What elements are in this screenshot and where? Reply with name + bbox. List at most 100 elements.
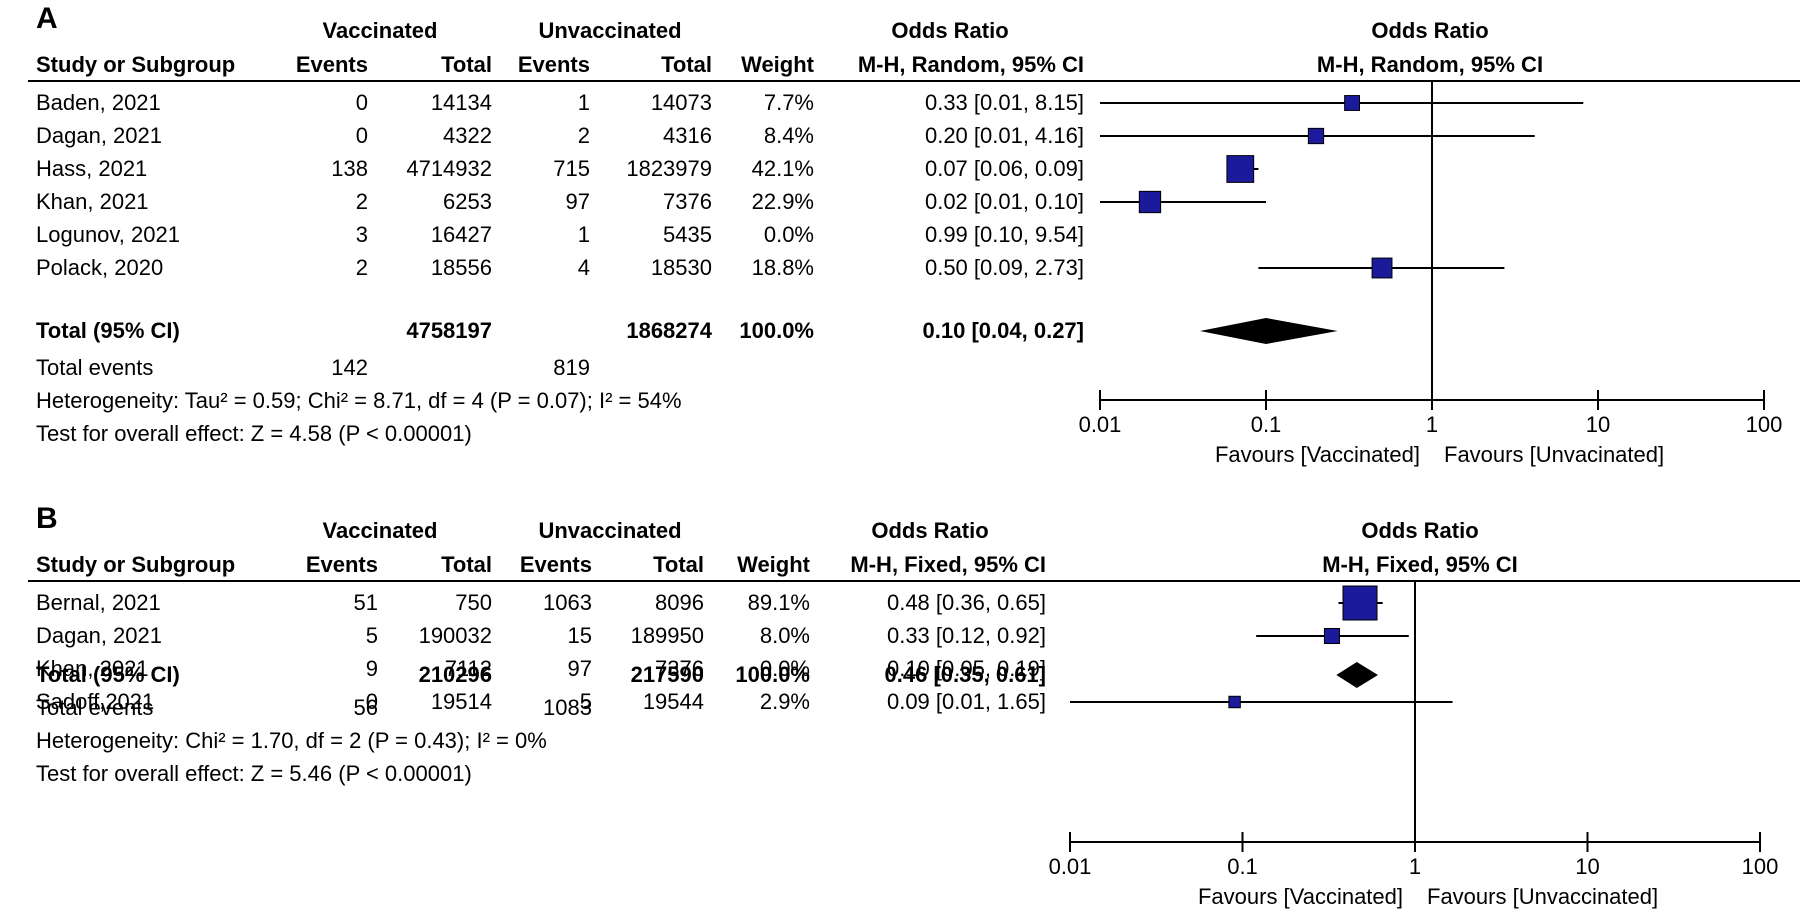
- study-square: [1226, 155, 1255, 183]
- col-header-events-unvaccinated: Events: [517, 52, 590, 77]
- weight: 89.1%: [747, 590, 810, 615]
- col-header-total-unvaccinated: Total: [661, 52, 712, 77]
- odds-ratio-ci: 0.50 [0.09, 2.73]: [924, 255, 1084, 280]
- total-unvaccinated: 217590: [630, 662, 704, 687]
- study-name: Khan, 2021: [36, 189, 149, 214]
- total-label: Total (95% CI): [36, 318, 180, 343]
- tick-label: 100: [1746, 412, 1783, 437]
- favours-right-label: Favours [Unvacinated]: [1444, 442, 1664, 467]
- weight: 8.0%: [759, 623, 810, 648]
- tick-label: 0.1: [1251, 412, 1282, 437]
- forest-plot-panel-b: B Vaccinated Unvaccinated Odds Ratio Odd…: [0, 500, 1800, 921]
- pooled-diamond: [1336, 662, 1378, 688]
- study-square: [1342, 585, 1378, 621]
- tick-label: 0.1: [1227, 854, 1258, 879]
- weight: 0.0%: [759, 656, 810, 681]
- col-header-study: Study or Subgroup: [36, 52, 236, 77]
- total-events-unvaccinated: 1083: [543, 695, 592, 720]
- total-unvaccinated: 19544: [642, 689, 704, 714]
- study-square: [1323, 627, 1340, 645]
- total-vaccinated: 4714932: [406, 156, 492, 181]
- header-rule: [28, 580, 1800, 582]
- total-unvaccinated: 4316: [663, 123, 712, 148]
- overall-effect-text: Test for overall effect: Z = 4.58 (P < 0…: [36, 421, 472, 446]
- odds-ratio-ci: 0.02 [0.01, 0.10]: [924, 189, 1084, 214]
- group-header-odds-ratio-table: Odds Ratio: [871, 518, 989, 543]
- total-vaccinated: 210296: [418, 662, 492, 687]
- plot-method-header: M-H, Fixed, 95% CI: [1322, 552, 1518, 577]
- weight: 22.9%: [751, 189, 814, 214]
- events-unvaccinated: 715: [553, 156, 590, 181]
- study-name: Baden, 2021: [36, 90, 161, 115]
- weight: 8.4%: [763, 123, 814, 148]
- total-unvaccinated: 1823979: [626, 156, 712, 181]
- total-vaccinated: 750: [455, 590, 492, 615]
- total-unvaccinated: 189950: [630, 623, 704, 648]
- study-name: Hass, 2021: [36, 156, 148, 181]
- events-vaccinated: 0: [355, 123, 368, 148]
- total-vaccinated: 7112: [444, 656, 492, 681]
- odds-ratio-ci: 0.09 [0.01, 1.65]: [886, 689, 1046, 714]
- weight: 7.7%: [763, 90, 814, 115]
- weight: 0.0%: [763, 222, 814, 247]
- total-unvaccinated: 1868274: [626, 318, 712, 343]
- pooled-diamond: [1199, 318, 1338, 344]
- total-vaccinated: 4758197: [406, 318, 492, 343]
- group-header-unvaccinated: Unvaccinated: [538, 18, 682, 43]
- overall-effect-text: Test for overall effect: Z = 5.46 (P < 0…: [36, 761, 472, 786]
- group-header-odds-ratio-plot: Odds Ratio: [1361, 518, 1479, 543]
- group-header-odds-ratio-table: Odds Ratio: [891, 18, 1009, 43]
- odds-ratio-ci: 0.33 [0.12, 0.92]: [886, 623, 1046, 648]
- total-odds-ratio-ci: 0.10 [0.04, 0.27]: [922, 318, 1084, 343]
- favours-right-label: Favours [Unvaccinated]: [1427, 884, 1658, 909]
- total-unvaccinated: 18530: [650, 255, 712, 280]
- heterogeneity-text: Heterogeneity: Chi² = 1.70, df = 2 (P = …: [36, 728, 547, 753]
- odds-ratio-ci: 0.33 [0.01, 8.15]: [924, 90, 1084, 115]
- odds-ratio-ci: 0.10 [0.05, 0.19]: [886, 656, 1046, 681]
- events-unvaccinated: 5: [579, 689, 592, 714]
- events-vaccinated: 0: [355, 90, 368, 115]
- group-header-odds-ratio-plot: Odds Ratio: [1371, 18, 1489, 43]
- events-vaccinated: 51: [353, 590, 378, 615]
- total-vaccinated: 6253: [443, 189, 492, 214]
- events-vaccinated: 138: [331, 156, 368, 181]
- col-header-method: M-H, Fixed, 95% CI: [850, 552, 1046, 577]
- total-odds-ratio-ci: 0.46 [0.35, 0.61]: [884, 662, 1046, 687]
- group-header-vaccinated: Vaccinated: [322, 518, 438, 543]
- tick-label: 0.01: [1049, 854, 1092, 879]
- odds-ratio-ci: 0.20 [0.01, 4.16]: [924, 123, 1084, 148]
- total-events-label: Total events: [36, 355, 154, 380]
- col-header-events-vaccinated: Events: [295, 52, 368, 77]
- total-unvaccinated: 5435: [663, 222, 712, 247]
- events-unvaccinated: 2: [577, 123, 590, 148]
- weight: 2.9%: [759, 689, 810, 714]
- study-square: [1228, 695, 1241, 709]
- panel-label: B: [36, 502, 58, 535]
- col-header-method: M-H, Random, 95% CI: [857, 52, 1084, 77]
- header-rule: [28, 80, 1800, 82]
- study-name: Polack, 2020: [36, 255, 164, 280]
- events-unvaccinated: 15: [567, 623, 592, 648]
- col-header-total-unvaccinated: Total: [653, 552, 704, 577]
- weight: 18.8%: [751, 255, 814, 280]
- events-unvaccinated: 1063: [543, 590, 592, 615]
- total-vaccinated: 18556: [430, 255, 492, 280]
- events-vaccinated: 3: [355, 222, 368, 247]
- total-unvaccinated: 7376: [655, 656, 704, 681]
- total-events-vaccinated: 56: [353, 695, 378, 720]
- events-unvaccinated: 1: [577, 90, 590, 115]
- study-name: Logunov, 2021: [36, 222, 180, 247]
- total-vaccinated: 190032: [418, 623, 492, 648]
- study-name: Sadoff,2021: [36, 689, 155, 714]
- col-header-total-vaccinated: Total: [441, 552, 492, 577]
- tick-label: 100: [1742, 854, 1779, 879]
- group-header-unvaccinated: Unvaccinated: [538, 518, 682, 543]
- tick-label: 1: [1426, 412, 1438, 437]
- favours-left-label: Favours [Vaccinated]: [1198, 884, 1403, 909]
- tick-label: 1: [1409, 854, 1421, 879]
- study-square: [1138, 190, 1162, 214]
- col-header-events-vaccinated: Events: [305, 552, 378, 577]
- study-name: Dagan, 2021: [36, 623, 162, 648]
- total-events-unvaccinated: 819: [553, 355, 590, 380]
- col-header-weight: Weight: [737, 552, 810, 577]
